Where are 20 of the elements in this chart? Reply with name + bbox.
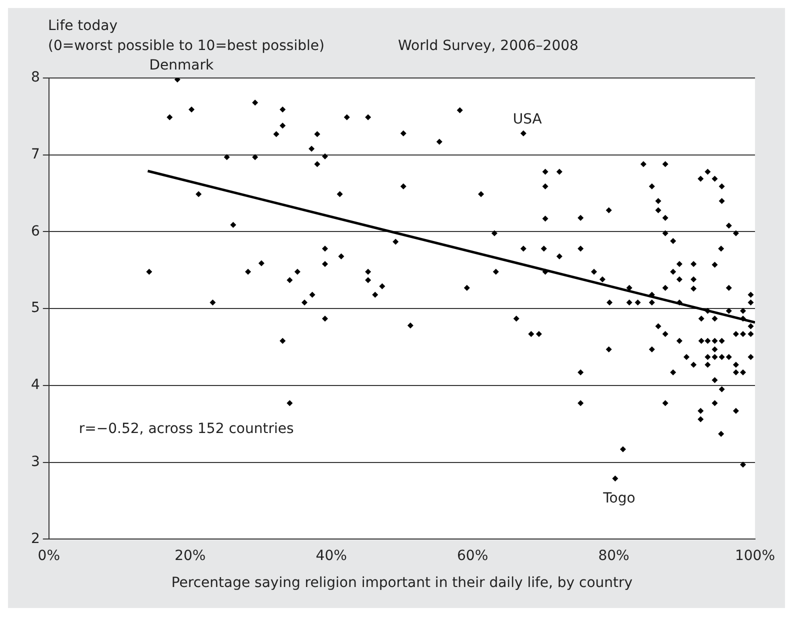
annotation: USA	[512, 111, 542, 128]
y-tick-label: 5	[30, 300, 40, 316]
y-tick-label: 8	[30, 70, 40, 86]
x-tick-label: 20%	[174, 548, 206, 564]
x-tick-label: 60%	[457, 548, 488, 564]
x-axis-title: Percentage saying religion important in their daily life, by country	[171, 575, 633, 592]
y-axis-title: Life today (0=worst possible to 10=best possible)	[48, 18, 324, 54]
x-tick-label: 40%	[316, 548, 347, 564]
y-tick-label: 2	[30, 530, 40, 547]
y-tick-label: 7	[30, 146, 40, 163]
annotation: Denmark	[149, 58, 214, 74]
x-tick-label: 0%	[38, 548, 60, 564]
x-tick-label: 100%	[734, 548, 776, 564]
chart-title: World Survey, 2006–2008	[398, 38, 578, 54]
x-tick-label: 80%	[598, 548, 630, 564]
annotation: Togo	[602, 490, 636, 506]
y-tick-label: 6	[30, 223, 40, 240]
y-tick-label: 4	[30, 377, 40, 394]
y-tick-label: 3	[30, 454, 40, 470]
annotation: r=−0.52, across 152 countries	[78, 421, 294, 438]
